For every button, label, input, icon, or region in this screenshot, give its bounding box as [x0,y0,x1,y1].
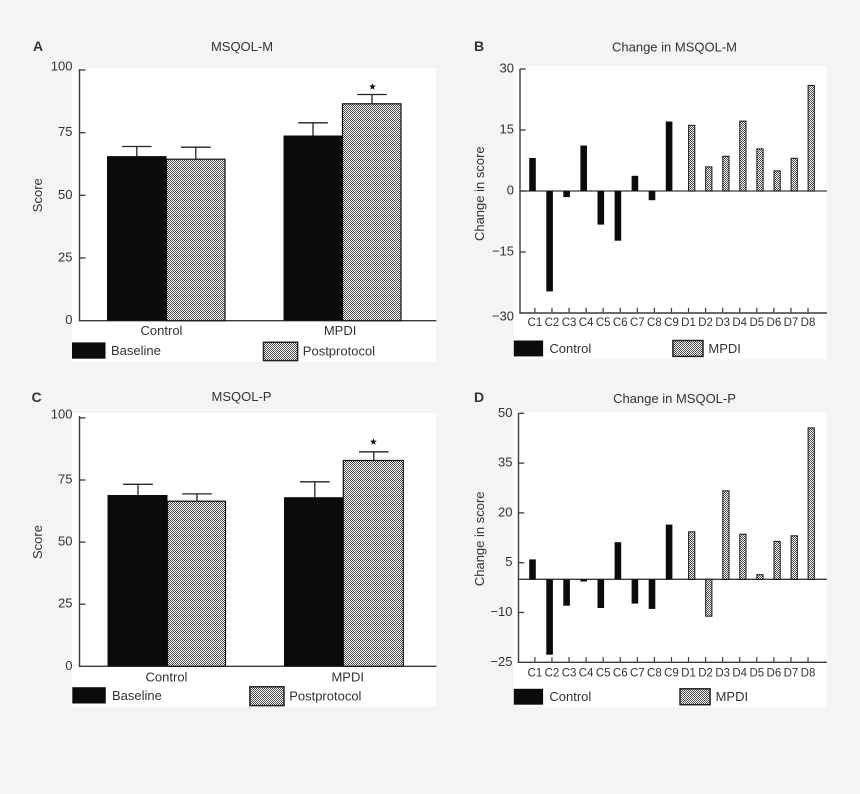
svg-text:20: 20 [498,504,512,519]
svg-text:D4: D4 [732,317,747,329]
svg-text:D5: D5 [749,668,764,680]
svg-text:C1: C1 [528,668,543,680]
svg-text:50: 50 [58,534,72,549]
svg-text:−25: −25 [490,654,512,669]
svg-text:15: 15 [500,122,514,137]
svg-text:D4: D4 [732,668,747,680]
svg-text:50: 50 [498,405,512,420]
svg-text:MPDI: MPDI [324,323,357,338]
svg-text:D6: D6 [767,317,782,329]
svg-text:C: C [31,389,41,405]
svg-text:C4: C4 [579,317,594,329]
svg-text:D7: D7 [784,317,799,329]
svg-text:D7: D7 [784,668,799,680]
svg-text:50: 50 [58,187,72,202]
svg-text:MSQOL-M: MSQOL-M [211,39,273,54]
svg-text:C8: C8 [647,668,662,680]
svg-text:D5: D5 [749,317,764,329]
svg-text:Control: Control [146,670,188,685]
svg-text:5: 5 [505,554,512,569]
svg-text:30: 30 [500,61,514,76]
svg-text:C6: C6 [613,668,628,680]
svg-text:Postprotocol: Postprotocol [303,344,375,359]
svg-text:D6: D6 [767,668,782,680]
svg-text:C6: C6 [613,317,628,329]
svg-text:C7: C7 [630,317,645,329]
svg-text:C4: C4 [579,668,594,680]
svg-text:C3: C3 [562,668,577,680]
svg-text:Baseline: Baseline [112,688,162,703]
svg-text:Control: Control [549,341,591,356]
svg-text:A: A [33,38,43,54]
svg-text:C5: C5 [596,317,611,329]
svg-text:Score: Score [30,525,45,559]
svg-text:100: 100 [51,406,73,421]
svg-text:D1: D1 [681,317,696,329]
svg-text:D3: D3 [715,668,730,680]
svg-text:MPDI: MPDI [716,689,749,704]
svg-text:Change in MSQOL-P: Change in MSQOL-P [613,391,736,406]
svg-text:Change in MSQOL-M: Change in MSQOL-M [612,40,737,55]
svg-text:D1: D1 [681,668,696,680]
svg-text:C9: C9 [664,317,679,329]
svg-text:C9: C9 [664,668,679,680]
svg-text:C7: C7 [630,668,645,680]
svg-text:−15: −15 [492,244,514,259]
svg-text:0: 0 [65,312,72,327]
svg-text:75: 75 [58,124,72,139]
svg-text:C1: C1 [528,317,543,329]
svg-text:Postprotocol: Postprotocol [289,689,361,704]
svg-text:35: 35 [498,455,512,470]
svg-text:0: 0 [507,183,514,198]
svg-text:D8: D8 [801,668,816,680]
svg-text:Change in score: Change in score [472,146,487,241]
svg-text:−10: −10 [490,604,512,619]
svg-text:C3: C3 [562,317,577,329]
svg-text:D2: D2 [698,668,713,680]
svg-text:D2: D2 [698,317,713,329]
svg-text:25: 25 [58,596,72,611]
svg-text:MSQOL-P: MSQOL-P [212,389,272,404]
svg-text:C5: C5 [596,668,611,680]
svg-text:Change in score: Change in score [472,491,487,586]
svg-text:D: D [474,389,484,405]
svg-text:−30: −30 [492,309,514,324]
svg-text:D8: D8 [801,317,816,329]
svg-text:B: B [474,38,484,54]
svg-text:100: 100 [51,59,73,74]
svg-text:75: 75 [58,472,72,487]
svg-text:MPDI: MPDI [331,670,364,685]
svg-text:Control: Control [549,689,591,704]
svg-text:0: 0 [65,658,72,673]
svg-text:25: 25 [58,250,72,265]
svg-text:Control: Control [141,323,183,338]
svg-text:C2: C2 [545,317,560,329]
svg-text:D3: D3 [715,317,730,329]
svg-text:Score: Score [30,178,45,212]
svg-text:C8: C8 [647,317,662,329]
svg-text:C2: C2 [545,668,560,680]
svg-text:Baseline: Baseline [111,343,161,358]
svg-text:MPDI: MPDI [708,341,741,356]
